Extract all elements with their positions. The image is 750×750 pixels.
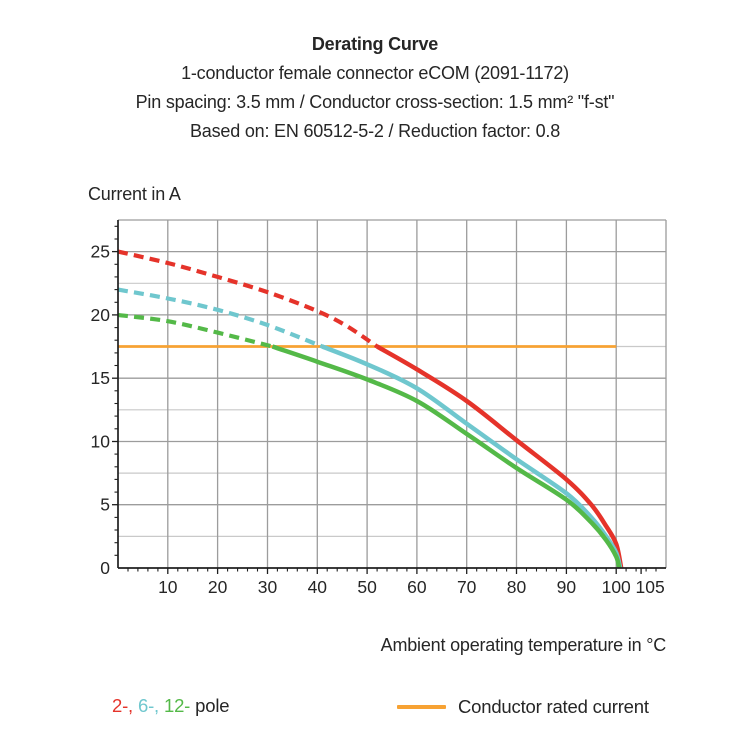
y-tick-label-20: 20 <box>91 305 111 325</box>
curve-12-pole-dashed <box>117 312 273 349</box>
y-axis-title: Current in A <box>88 184 181 204</box>
axes <box>117 220 666 569</box>
rated-current-label: Conductor rated current <box>458 696 649 717</box>
figure-subtitle-product: 1-conductor female connector eCOM (2091-… <box>181 63 569 83</box>
pole-legend-2: 2-, <box>112 695 133 716</box>
x-tick-label-20: 20 <box>208 577 228 597</box>
y-tick-label-10: 10 <box>91 432 111 452</box>
figure-title: Derating Curve <box>311 34 439 54</box>
curves <box>117 249 624 569</box>
pole-legend-6: 6-, <box>138 695 159 716</box>
y-tick-label-5: 5 <box>100 495 110 515</box>
figure-header: Derating Curve 1-conductor female connec… <box>0 30 750 146</box>
y-tick-label-25: 25 <box>91 242 110 262</box>
curve-12-pole-solid <box>271 344 622 569</box>
rated-current-line-swatch <box>397 705 446 709</box>
pole-legend-suffix: pole <box>195 695 230 716</box>
figure-subtitle-basis: Based on: EN 60512-5-2 / Reduction facto… <box>189 121 561 141</box>
x-tick-label-100: 100 <box>602 577 631 597</box>
figure-subtitle-specs: Pin spacing: 3.5 mm / Conductor cross-se… <box>135 92 615 112</box>
y-tick-label-15: 15 <box>91 368 110 388</box>
rated-current-legend: Conductor rated current <box>397 695 649 719</box>
y-tick-label-0: 0 <box>100 558 110 578</box>
x-tick-label-30: 30 <box>258 577 278 597</box>
tick-labels: 10 20 30 40 50 60 70 80 90 100 105 0 5 10 15 20 25 <box>91 242 665 597</box>
x-tick-label-40: 40 <box>308 577 328 597</box>
x-tick-label-80: 80 <box>507 577 527 597</box>
gridlines-major <box>118 220 666 568</box>
x-axis-title: Ambient operating temperature in °C <box>380 635 667 655</box>
plot-frame <box>118 219 667 568</box>
x-tick-label-10: 10 <box>158 577 178 597</box>
x-tick-label-60: 60 <box>407 577 427 597</box>
axis-ticks <box>112 225 657 574</box>
pole-legend-12: 12- <box>164 695 191 716</box>
curve-6-pole-dashed <box>117 287 324 349</box>
curve-2-pole-dashed <box>117 249 379 349</box>
curve-2-pole-solid <box>375 344 624 569</box>
pole-legend: 2-, 6-, 12- pole <box>112 695 230 717</box>
chart-svg: 10 20 30 40 50 60 70 80 90 100 105 0 5 10 15 20 25 <box>91 219 667 597</box>
x-tick-label-70: 70 <box>457 577 477 597</box>
x-tick-label-90: 90 <box>557 577 577 597</box>
x-tick-label-50: 50 <box>357 577 377 597</box>
x-tick-label-105: 105 <box>635 577 664 597</box>
